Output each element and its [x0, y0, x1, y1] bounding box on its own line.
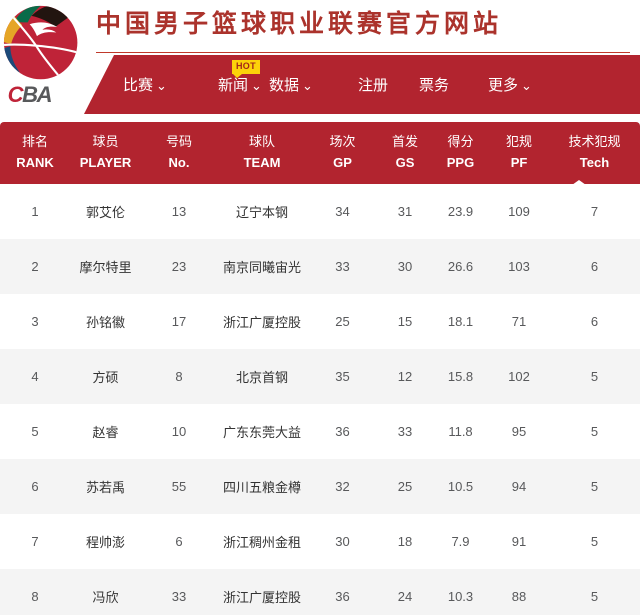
svg-text:CBA: CBA — [8, 82, 52, 107]
